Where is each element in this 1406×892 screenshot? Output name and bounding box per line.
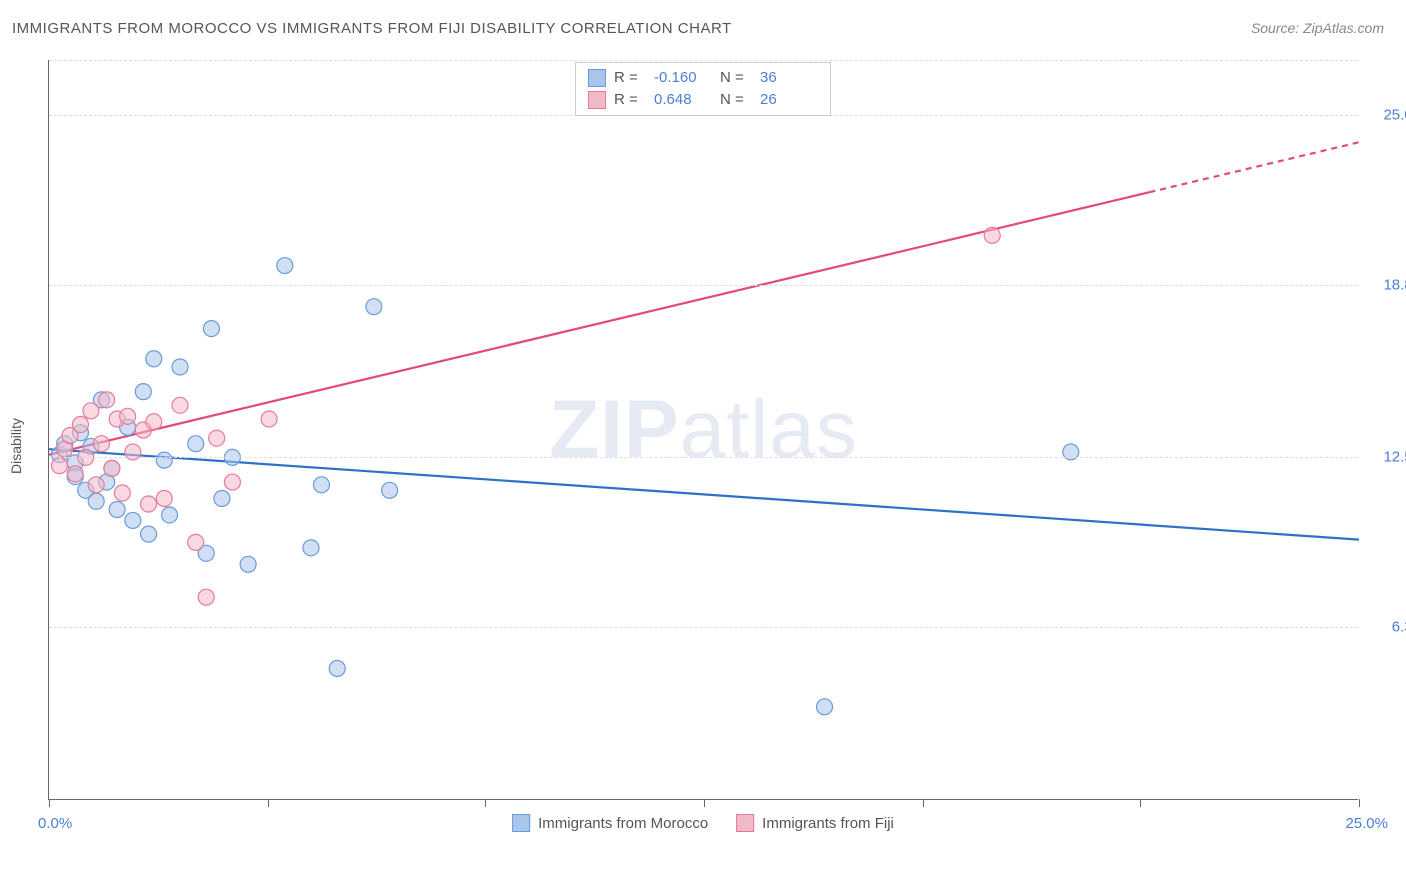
legend-bottom-item: Immigrants from Morocco [512, 814, 708, 832]
data-point [817, 699, 833, 715]
data-point [156, 491, 172, 507]
data-point [141, 526, 157, 542]
data-point [72, 417, 88, 433]
legend-series-label: Immigrants from Morocco [538, 815, 708, 832]
y-axis-label: Disability [8, 418, 24, 474]
legend-n-value: 26 [760, 89, 818, 111]
plot-area: ZIPatlas 6.3%12.5%18.8%25.0% [48, 60, 1358, 800]
y-tick-label: 18.8% [1366, 276, 1406, 293]
x-tick [1359, 799, 1360, 807]
data-point [114, 485, 130, 501]
data-point [146, 414, 162, 430]
gridline [49, 285, 1358, 286]
data-point [198, 589, 214, 605]
data-point [162, 507, 178, 523]
legend-r-value: 0.648 [654, 89, 712, 111]
chart-title: IMMIGRANTS FROM MOROCCO VS IMMIGRANTS FR… [12, 20, 732, 37]
data-point [382, 482, 398, 498]
x-tick [268, 799, 269, 807]
data-point [104, 460, 120, 476]
legend-swatch [736, 814, 754, 832]
source-label: Source: ZipAtlas.com [1251, 20, 1384, 36]
data-point [188, 534, 204, 550]
chart-container: IMMIGRANTS FROM MOROCCO VS IMMIGRANTS FR… [0, 0, 1406, 892]
data-point [172, 359, 188, 375]
legend-series-label: Immigrants from Fiji [762, 815, 894, 832]
regression-line [49, 449, 1359, 539]
data-point [67, 466, 83, 482]
data-point [88, 477, 104, 493]
data-point [209, 430, 225, 446]
x-tick [49, 799, 50, 807]
x-max-label: 25.0% [1345, 815, 1388, 832]
legend-n-label: N = [720, 67, 752, 89]
data-point [224, 474, 240, 490]
legend-bottom: Immigrants from Morocco Immigrants from F… [512, 814, 894, 832]
x-tick [923, 799, 924, 807]
legend-top-row: R = -0.160 N = 36 [588, 67, 818, 89]
legend-r-value: -0.160 [654, 67, 712, 89]
data-point [125, 512, 141, 528]
data-point [141, 496, 157, 512]
x-tick [1140, 799, 1141, 807]
data-point [366, 299, 382, 315]
data-point [88, 493, 104, 509]
x-tick [485, 799, 486, 807]
x-tick [704, 799, 705, 807]
y-tick-label: 25.0% [1366, 106, 1406, 123]
legend-r-label: R = [614, 67, 646, 89]
data-point [93, 436, 109, 452]
y-tick-label: 6.3% [1366, 619, 1406, 636]
data-point [156, 452, 172, 468]
data-point [83, 403, 99, 419]
data-point [109, 501, 125, 517]
regression-line-dashed [1149, 142, 1359, 192]
data-point [240, 556, 256, 572]
data-point [172, 397, 188, 413]
data-point [146, 351, 162, 367]
y-tick-label: 12.5% [1366, 449, 1406, 466]
data-point [329, 660, 345, 676]
data-point [203, 321, 219, 337]
legend-swatch [588, 91, 606, 109]
legend-n-label: N = [720, 89, 752, 111]
data-point [261, 411, 277, 427]
legend-top: R = -0.160 N = 36 R = 0.648 N = 26 [575, 62, 831, 116]
legend-swatch [512, 814, 530, 832]
gridline [49, 457, 1358, 458]
data-point [984, 227, 1000, 243]
data-point [277, 258, 293, 274]
legend-top-row: R = 0.648 N = 26 [588, 89, 818, 111]
legend-swatch [588, 69, 606, 87]
data-point [135, 384, 151, 400]
plot-svg [49, 60, 1358, 799]
gridline [49, 60, 1358, 61]
legend-bottom-item: Immigrants from Fiji [736, 814, 894, 832]
data-point [303, 540, 319, 556]
data-point [99, 392, 115, 408]
data-point [313, 477, 329, 493]
data-point [120, 408, 136, 424]
x-min-label: 0.0% [38, 815, 72, 832]
gridline [49, 627, 1358, 628]
data-point [51, 458, 67, 474]
data-point [188, 436, 204, 452]
legend-n-value: 36 [760, 67, 818, 89]
data-point [214, 491, 230, 507]
legend-r-label: R = [614, 89, 646, 111]
